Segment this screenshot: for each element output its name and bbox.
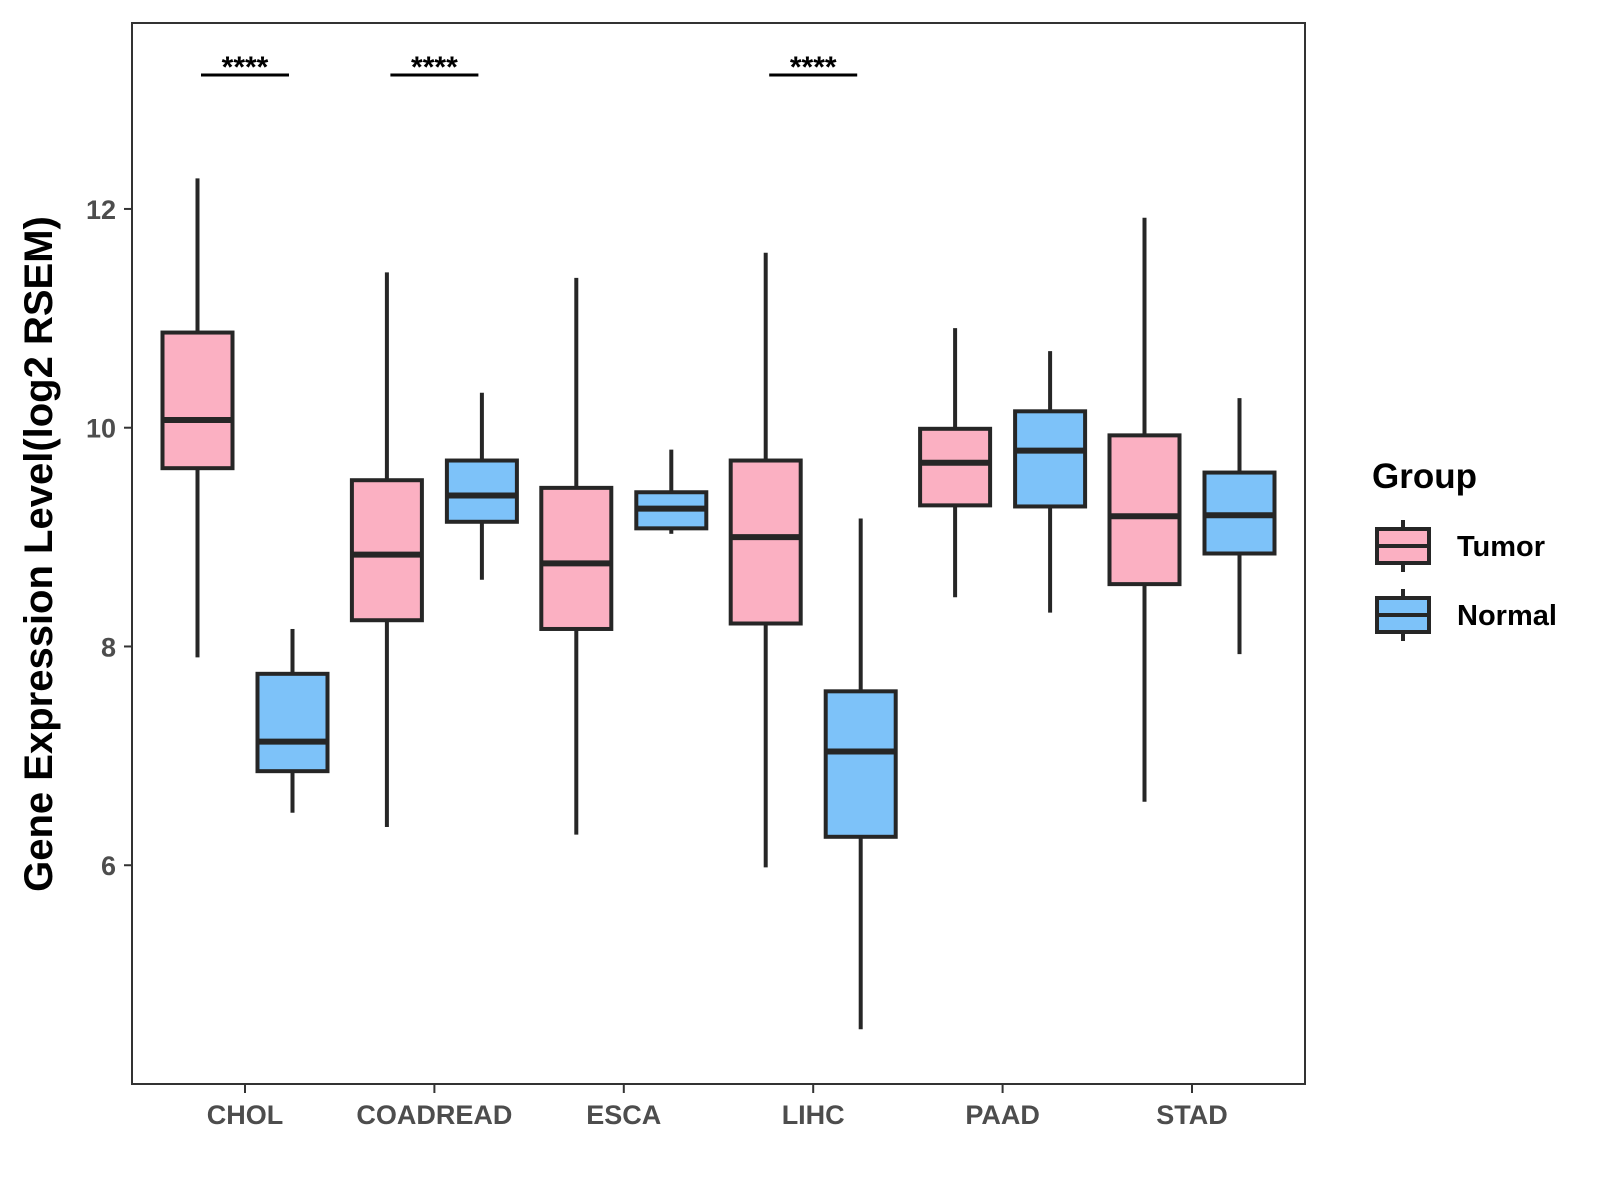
box-normal-lihc — [823, 518, 898, 1030]
x-tick-label: COADREAD — [356, 1100, 512, 1130]
box-normal-chol — [255, 628, 330, 813]
box-iqr — [918, 426, 993, 508]
box-tumor-esca — [539, 277, 614, 835]
box-iqr — [823, 689, 898, 839]
significance-coadread: **** — [390, 51, 479, 84]
significance-label: **** — [411, 51, 458, 84]
significance-annotations: **** **** **** — [201, 51, 858, 84]
x-tick-label: STAD — [1156, 1100, 1228, 1130]
significance-lihc: **** — [769, 51, 858, 84]
box-iqr — [349, 478, 424, 623]
x-tick-label: ESCA — [586, 1100, 661, 1130]
box-tumor-chol — [160, 178, 235, 658]
y-tick-label: 6 — [101, 851, 116, 881]
box-normal-coadread — [444, 392, 519, 580]
boxes-layer — [160, 178, 1277, 1030]
legend-key — [1375, 589, 1431, 641]
box-tumor-coadread — [349, 272, 424, 827]
legend-entry-normal: Normal — [1375, 589, 1557, 641]
y-axis-title: Gene Expression Level(log2 RSEM) — [17, 216, 61, 892]
plot-panel-border — [131, 22, 1306, 1085]
legend: Group Tumor Normal — [1372, 457, 1557, 641]
box-tumor-stad — [1107, 217, 1182, 802]
box-iqr — [160, 330, 235, 471]
box-tumor-lihc — [728, 252, 803, 868]
box-normal-paad — [1013, 351, 1088, 613]
legend-key — [1375, 520, 1431, 572]
y-tick-label: 8 — [101, 632, 116, 662]
box-tumor-paad — [918, 328, 993, 598]
box-normal-esca — [634, 449, 709, 534]
box-normal-stad — [1202, 398, 1277, 655]
legend-label: Normal — [1457, 600, 1557, 632]
box-iqr — [444, 458, 519, 524]
box-iqr — [728, 458, 803, 626]
axes-layer: 6 8 10 12 CHOL COADREAD ESCA LIHC PAAD STAD — [86, 195, 1228, 1130]
y-tick-label: 10 — [86, 414, 116, 444]
significance-label: **** — [790, 51, 837, 84]
box-iqr — [1013, 409, 1088, 509]
legend-label: Tumor — [1457, 531, 1545, 563]
legend-entry-tumor: Tumor — [1375, 520, 1545, 572]
box-iqr — [1107, 433, 1182, 587]
x-tick-label: LIHC — [782, 1100, 845, 1130]
legend-title: Group — [1372, 457, 1477, 496]
significance-chol: **** — [201, 51, 289, 84]
significance-label: **** — [222, 51, 269, 84]
box-iqr — [539, 485, 614, 631]
box-iqr — [255, 671, 330, 774]
x-tick-label: PAAD — [965, 1100, 1040, 1130]
x-tick-label: CHOL — [207, 1100, 284, 1130]
y-tick-label: 12 — [86, 195, 116, 225]
